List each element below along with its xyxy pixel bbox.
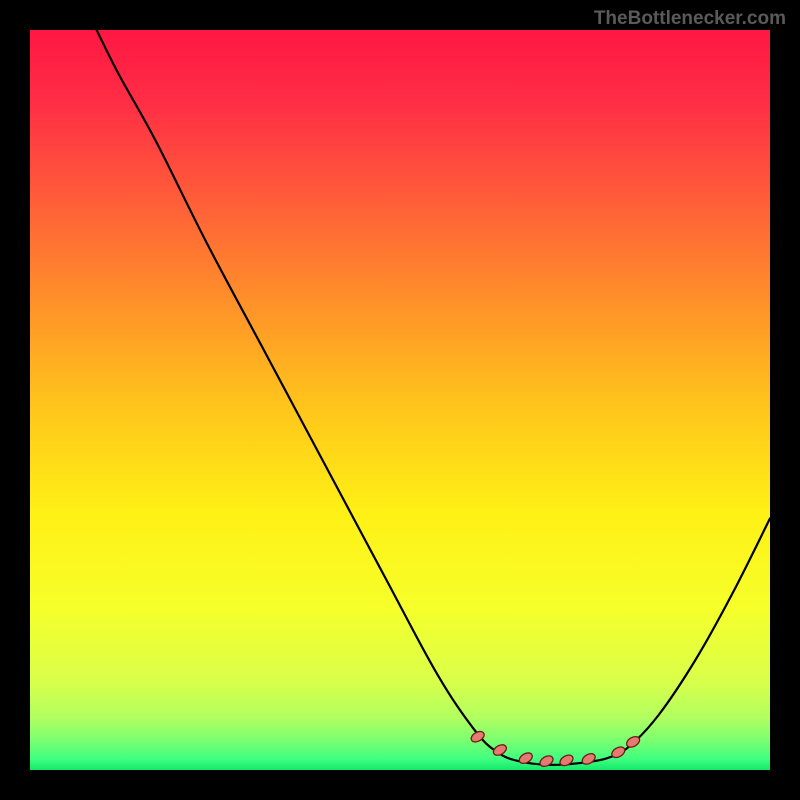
bottleneck-chart: [30, 30, 770, 770]
chart-markers: [30, 30, 770, 770]
watermark-text: TheBottlenecker.com: [594, 8, 786, 30]
